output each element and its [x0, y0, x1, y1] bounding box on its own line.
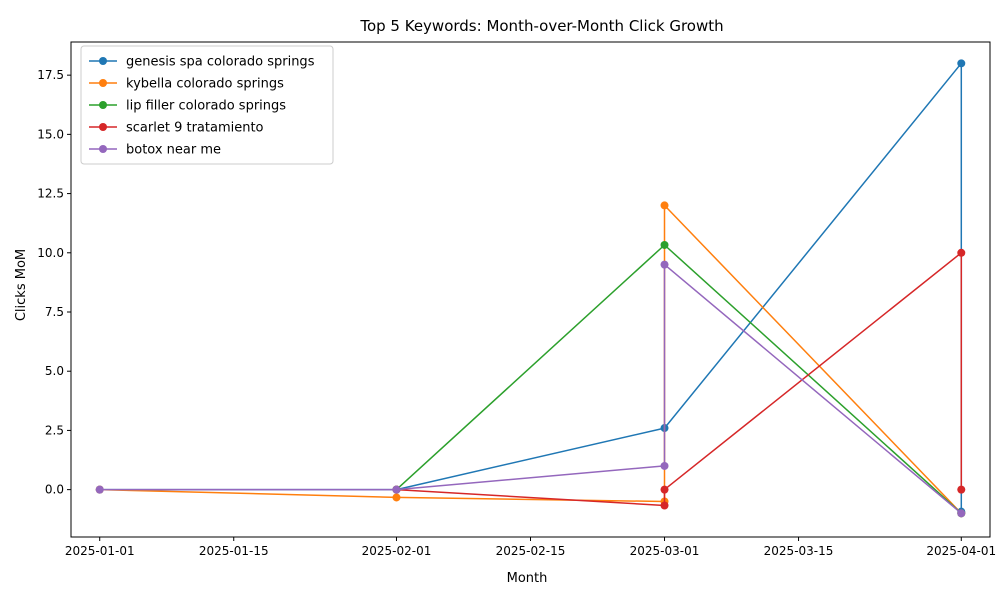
data-point: [957, 509, 966, 518]
legend-entry-label: botox near me: [126, 143, 221, 158]
axes-layer: 2025-01-01 2025-01-15 2025-02-01 2025-02-15…: [37, 68, 996, 558]
data-point: [392, 485, 401, 494]
series-layer: [95, 59, 966, 518]
data-point: [660, 501, 669, 510]
data-point: [957, 485, 966, 494]
data-point: [660, 461, 669, 470]
data-point: [660, 485, 669, 494]
y-tick-label: 5.0: [45, 364, 64, 378]
legend-swatch-marker: [99, 123, 107, 131]
y-tick-label: 10.0: [37, 246, 64, 260]
y-tick-label: 15.0: [37, 127, 64, 141]
y-tick-label: 2.5: [45, 423, 64, 437]
x-tick-label: 2025-01-15: [199, 544, 269, 558]
plot-frame: [70, 41, 991, 538]
x-tick-label: 2025-01-01: [65, 544, 135, 558]
legend-swatch-marker: [99, 57, 107, 65]
y-tick-label: 0.0: [45, 483, 64, 497]
legend-swatch-marker: [99, 101, 107, 109]
data-point: [392, 493, 401, 502]
legend-box: [80, 45, 334, 165]
data-point: [660, 240, 669, 249]
legend-swatch-marker: [99, 145, 107, 153]
legend-entry-label: kybella colorado springs: [126, 77, 284, 92]
x-tick-label: 2025-03-01: [630, 544, 700, 558]
x-tick-label: 2025-02-01: [362, 544, 432, 558]
legend-entry-label: genesis spa colorado springs: [126, 55, 315, 70]
legend-entry-label: scarlet 9 tratamiento: [126, 121, 264, 136]
y-tick-label: 7.5: [45, 305, 64, 319]
y-axis-label: Clicks MoM: [14, 249, 29, 321]
data-point: [957, 248, 966, 257]
data-point: [95, 485, 104, 494]
x-axis-label: Month: [507, 571, 548, 586]
y-tick-label: 12.5: [37, 187, 64, 201]
chart-title: Top 5 Keywords: Month-over-Month Click G…: [359, 17, 723, 35]
legend-entry-label: lip filler colorado springs: [126, 99, 286, 114]
x-tick-label: 2025-02-15: [496, 544, 566, 558]
legend: genesis spa colorado springs kybella colo…: [80, 45, 334, 165]
data-point: [660, 201, 669, 210]
legend-swatch-marker: [99, 79, 107, 87]
y-tick-label: 17.5: [37, 68, 64, 82]
x-tick-label: 2025-03-15: [764, 544, 834, 558]
data-point: [957, 59, 966, 68]
data-point: [660, 260, 669, 269]
x-tick-label: 2025-04-01: [926, 544, 996, 558]
